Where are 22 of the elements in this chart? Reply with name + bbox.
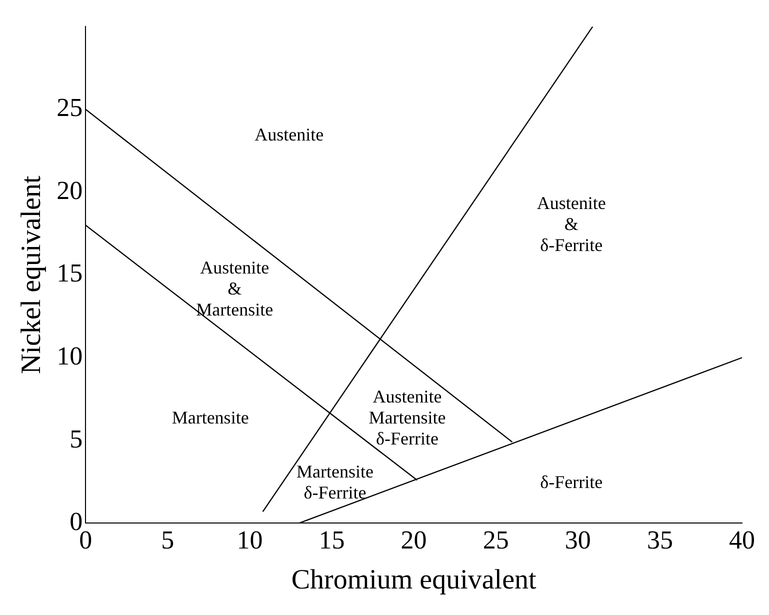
y-tick-label: 10 (56, 341, 83, 370)
x-tick-label: 25 (482, 526, 509, 555)
x-axis-title: Chromium equivalent (291, 564, 536, 596)
annotation: Martensite δ-Ferrite (296, 462, 374, 503)
x-tick-label: 10 (236, 526, 263, 555)
y-axis-title: Nickel equivalent (16, 176, 48, 374)
annotation: δ-Ferrite (540, 472, 603, 492)
annotation: Martensite (172, 408, 249, 428)
x-tick-label: 5 (161, 526, 174, 555)
annotation: Austenite (254, 124, 324, 145)
y-tick-label: 5 (70, 424, 83, 454)
x-tick-label: 40 (729, 526, 755, 555)
x-tick-label: 15 (318, 526, 345, 555)
y-tick-label: 20 (56, 176, 83, 205)
x-tick-label: 35 (646, 526, 673, 555)
y-tick-label: 15 (56, 258, 83, 288)
x-tick-label: 20 (400, 526, 427, 555)
y-tick-label: 25 (56, 93, 83, 122)
x-tick-label: 30 (564, 526, 591, 555)
annotation: Austenite Martensite δ-Ferrite (368, 386, 446, 449)
annotation: Austenite & Martensite (196, 258, 274, 320)
annotation: Austenite & δ-Ferrite (536, 192, 606, 255)
